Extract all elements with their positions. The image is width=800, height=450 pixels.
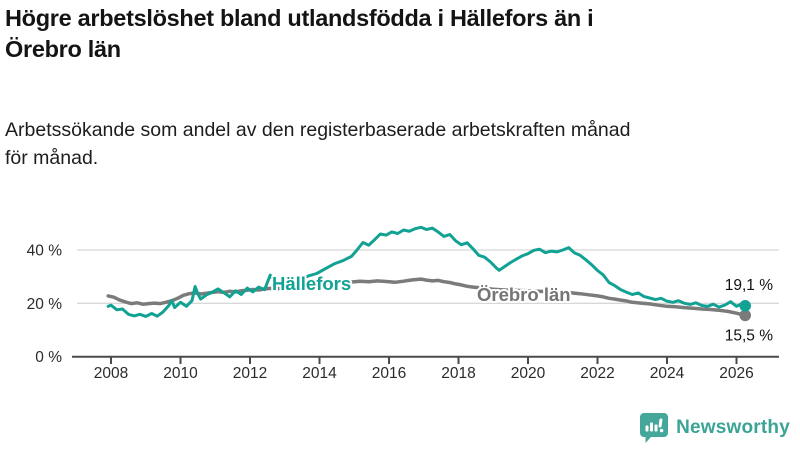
x-tick-label-2024: 2024 [650, 365, 685, 382]
x-tick-label-2026: 2026 [719, 365, 753, 382]
end-value-label-hallefors: 19,1 % [725, 277, 773, 294]
x-tick-label-2018: 2018 [441, 365, 475, 382]
chart-subtitle-line-2: för månad. [5, 146, 99, 169]
series-label-orebro-lan: Örebro län [477, 284, 571, 305]
end-value-label-orebro-lan: 15,5 % [725, 328, 773, 345]
x-tick-label-2020: 2020 [511, 365, 546, 382]
y-tick-label-20: 20 % [27, 296, 63, 313]
y-tick-label-40: 40 % [27, 243, 63, 260]
y-tick-label-0: 0 % [35, 349, 62, 366]
speech-bubble-shape [640, 413, 669, 443]
x-tick-label-2014: 2014 [302, 365, 337, 382]
series-label-hallefors: Hällefors [272, 273, 351, 294]
newsworthy-logo-icon [640, 413, 669, 443]
series-line-hallefors [106, 225, 747, 318]
unemployment-line-chart: 0 % 20 % 40 % 2008 2010 2012 2014 2016 2018 2020 2… [27, 225, 779, 382]
chart-subtitle: Arbetssökande som andel av den registerb… [5, 117, 795, 172]
page-title-line-2: Örebro län [5, 36, 121, 63]
newsworthy-logo: Newsworthy [639, 412, 790, 444]
bar-chart-glyph [645, 418, 664, 433]
chart-subtitle-line-1: Arbetssökande som andel av den registerb… [5, 119, 631, 141]
x-tick-label-2022: 2022 [580, 365, 614, 382]
newsworthy-logo-text: Newsworthy [676, 417, 790, 438]
x-tick-label-2010: 2010 [163, 365, 198, 382]
end-dot-orebro-lan [739, 309, 751, 322]
series-line-orebro-lan [106, 277, 747, 318]
page-title: Högre arbetslöshet bland utlandsfödda i … [5, 3, 785, 65]
page-title-line-1: Högre arbetslöshet bland utlandsfödda i … [5, 5, 594, 31]
end-dot-hallefors [739, 300, 751, 312]
x-tick-label-2012: 2012 [233, 365, 267, 382]
x-tick-label-2008: 2008 [94, 365, 128, 382]
x-tick-label-2016: 2016 [372, 365, 406, 382]
